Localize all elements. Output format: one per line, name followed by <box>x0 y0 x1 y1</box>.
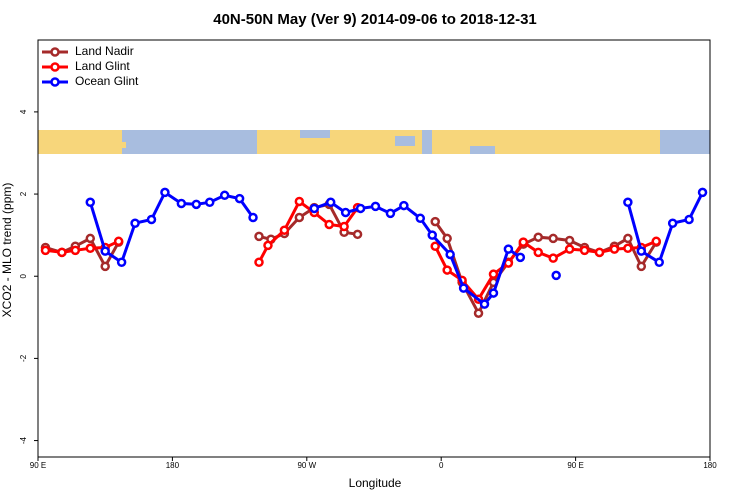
point <box>385 208 396 219</box>
point <box>533 232 544 242</box>
point <box>473 308 484 318</box>
point <box>488 288 499 298</box>
point <box>113 236 124 247</box>
point <box>325 197 336 208</box>
plot-frame <box>37 39 711 458</box>
point <box>219 190 230 201</box>
point <box>623 243 633 254</box>
point <box>533 247 544 258</box>
series-line <box>45 199 657 302</box>
point <box>623 233 633 244</box>
point <box>340 207 351 218</box>
point <box>651 236 661 247</box>
x-tick-label: 90 E <box>567 461 583 470</box>
legend-label: Land Glint <box>75 59 130 73</box>
y-tick-label: 2 <box>19 191 28 196</box>
y-tick-label: -2 <box>19 354 28 362</box>
point <box>458 283 469 293</box>
point <box>204 197 215 208</box>
point <box>85 233 96 244</box>
point <box>176 198 187 209</box>
point <box>430 216 440 227</box>
point <box>234 193 245 204</box>
y-tick-label: 0 <box>19 273 28 278</box>
point <box>609 244 620 254</box>
point <box>324 219 334 230</box>
point <box>309 203 320 214</box>
point <box>116 257 127 268</box>
point <box>248 212 258 223</box>
point <box>564 244 575 254</box>
point <box>263 240 273 251</box>
point <box>503 244 514 254</box>
point <box>479 299 490 309</box>
point <box>85 197 96 208</box>
legend-label: Ocean Glint <box>75 74 139 88</box>
point <box>518 237 529 247</box>
x-tick-label: 90 W <box>297 461 316 470</box>
legend-label: Land Nadir <box>75 44 134 58</box>
point <box>442 233 452 244</box>
point <box>100 261 110 272</box>
legend-marker <box>50 77 60 87</box>
point <box>370 201 381 212</box>
x-axis-label: Longitude <box>349 476 402 490</box>
point <box>254 257 264 268</box>
point <box>130 218 140 228</box>
point <box>57 247 67 258</box>
point <box>339 221 349 232</box>
x-tick-label: 180 <box>166 461 180 470</box>
map-strip <box>38 130 710 154</box>
point <box>442 265 452 275</box>
point <box>427 230 437 240</box>
point <box>594 247 605 258</box>
y-tick-label: -4 <box>19 436 28 444</box>
point <box>488 269 499 279</box>
chart-title: 40N-50N May (Ver 9) 2014-09-06 to 2018-1… <box>213 11 537 28</box>
point <box>654 257 664 268</box>
point <box>697 187 708 198</box>
point <box>636 246 647 256</box>
point <box>636 261 647 272</box>
x-tick-label: 0 <box>439 461 444 470</box>
point <box>684 214 694 225</box>
legend-marker <box>50 47 60 57</box>
point <box>294 212 305 223</box>
point <box>579 245 590 256</box>
y-tick-label: 4 <box>19 109 28 114</box>
point <box>160 187 170 198</box>
point <box>430 241 440 251</box>
point <box>352 229 363 240</box>
point <box>399 200 409 211</box>
y-axis-label: XCO2 - MLO trend (ppm) <box>0 183 14 318</box>
point <box>85 243 96 254</box>
x-tick-label: 180 <box>703 461 717 470</box>
point <box>254 231 264 242</box>
point <box>515 252 526 263</box>
legend-marker <box>50 62 60 72</box>
point <box>564 235 575 246</box>
point <box>548 253 558 263</box>
point <box>623 197 633 208</box>
point <box>445 249 455 260</box>
point <box>548 233 558 244</box>
point <box>70 245 81 256</box>
point <box>415 213 426 224</box>
point <box>191 199 202 210</box>
point <box>100 246 110 256</box>
point <box>355 203 366 214</box>
point <box>279 225 290 235</box>
point <box>146 214 157 225</box>
point <box>667 218 678 228</box>
point <box>40 245 51 256</box>
point <box>551 270 561 281</box>
point <box>294 196 305 207</box>
x-tick-label: 90 E <box>30 461 46 470</box>
